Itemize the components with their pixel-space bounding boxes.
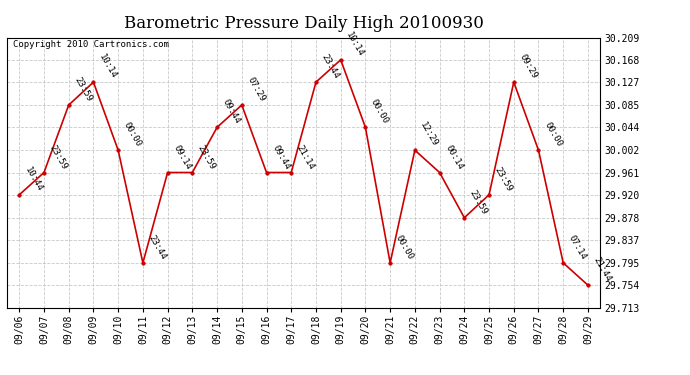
Text: 10:14: 10:14	[97, 53, 119, 81]
Text: 09:29: 09:29	[518, 53, 539, 81]
Text: 23:59: 23:59	[72, 76, 94, 104]
Text: 07:14: 07:14	[567, 234, 588, 261]
Text: 00:14: 00:14	[443, 143, 464, 171]
Text: 00:00: 00:00	[542, 121, 564, 148]
Text: 00:00: 00:00	[394, 234, 415, 261]
Text: 23:59: 23:59	[196, 143, 217, 171]
Text: 23:44: 23:44	[319, 53, 341, 81]
Text: Barometric Pressure Daily High 20100930: Barometric Pressure Daily High 20100930	[124, 15, 484, 32]
Text: 12:29: 12:29	[419, 121, 440, 148]
Text: 23:44: 23:44	[146, 234, 168, 261]
Text: 23:59: 23:59	[48, 143, 69, 171]
Text: Copyright 2010 Cartronics.com: Copyright 2010 Cartronics.com	[13, 40, 169, 49]
Text: 09:44: 09:44	[221, 98, 242, 126]
Text: 23:59: 23:59	[468, 188, 489, 216]
Text: 09:14: 09:14	[171, 143, 193, 171]
Text: 10:44: 10:44	[23, 165, 44, 193]
Text: 07:29: 07:29	[246, 76, 267, 104]
Text: 10:14: 10:14	[344, 30, 366, 58]
Text: 00:00: 00:00	[122, 121, 143, 148]
Text: 21:44: 21:44	[591, 256, 613, 284]
Text: 23:59: 23:59	[493, 165, 514, 193]
Text: 21:14: 21:14	[295, 143, 316, 171]
Text: 00:00: 00:00	[369, 98, 391, 126]
Text: 09:44: 09:44	[270, 143, 291, 171]
